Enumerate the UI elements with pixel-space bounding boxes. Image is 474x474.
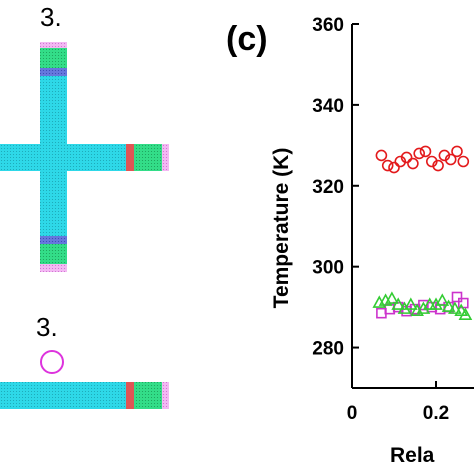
cross-structure — [0, 42, 169, 272]
data-point-circle — [400, 151, 413, 164]
chart-panel: (c) 280 300 320 340 360 0 0.2 Temperature (K)… — [226, 15, 474, 467]
section-label-top: 3. — [40, 2, 62, 32]
x-axis-label: Rela — [390, 444, 435, 467]
data-point-circle — [444, 153, 457, 166]
panel-label: (c) — [226, 20, 268, 58]
horizontal-arm-body — [0, 144, 126, 171]
data-point-circle — [381, 159, 394, 172]
data-point-circle — [375, 149, 388, 162]
data-point-circle — [407, 157, 419, 170]
bar-structure — [0, 382, 169, 409]
data-point-triangle — [441, 299, 456, 312]
bar-body — [0, 382, 126, 409]
series-layer — [372, 145, 473, 321]
y-tick-label: 340 — [312, 96, 344, 117]
y-tick-label: 320 — [312, 177, 344, 198]
data-point-triangle — [416, 301, 431, 314]
vertical-arm-bottom-green — [40, 244, 67, 264]
vertical-arm-top-cap — [40, 42, 67, 48]
data-point-triangle — [391, 297, 406, 310]
bar-red-band — [126, 382, 134, 409]
section-label-bottom: 3. — [36, 312, 58, 342]
y-tick-label: 300 — [312, 258, 344, 279]
data-point-triangle — [403, 297, 418, 310]
horizontal-arm-cap — [162, 144, 169, 171]
horizontal-arm-red-band — [126, 144, 134, 171]
vertical-arm-top-green — [40, 48, 67, 68]
vertical-arm-top-blue-band — [40, 68, 67, 76]
data-point-triangle — [397, 301, 412, 314]
vertical-arm-bottom-cap — [40, 264, 67, 272]
data-point-circle — [413, 147, 426, 160]
data-point-triangle — [385, 291, 399, 304]
y-axis-label: Temperature (K) — [270, 148, 293, 309]
particle-circle — [40, 350, 64, 374]
x-tick-label: 0.2 — [423, 403, 449, 424]
horizontal-arm-green — [134, 144, 162, 171]
data-point-triangle — [435, 293, 450, 306]
left-panel: 3. 3. — [0, 2, 169, 409]
bar-cap — [162, 382, 169, 409]
y-tick-label: 280 — [312, 339, 344, 360]
data-point-triangle — [458, 307, 473, 321]
data-point-circle — [457, 155, 470, 168]
vertical-arm-bottom-blue-band — [40, 236, 67, 244]
data-point-triangle — [448, 301, 462, 314]
y-ticks: 280 300 320 340 360 — [312, 15, 359, 360]
data-point-circle — [432, 159, 444, 172]
data-point-square — [451, 291, 463, 303]
data-point-circle — [388, 161, 400, 174]
y-tick-label: 360 — [312, 15, 344, 36]
data-point-triangle — [429, 297, 443, 310]
x-tick-label: 0 — [347, 403, 358, 424]
data-point-triangle — [454, 303, 469, 316]
data-point-circle — [419, 145, 432, 158]
bar-green — [134, 382, 162, 409]
data-point-circle — [451, 145, 463, 158]
